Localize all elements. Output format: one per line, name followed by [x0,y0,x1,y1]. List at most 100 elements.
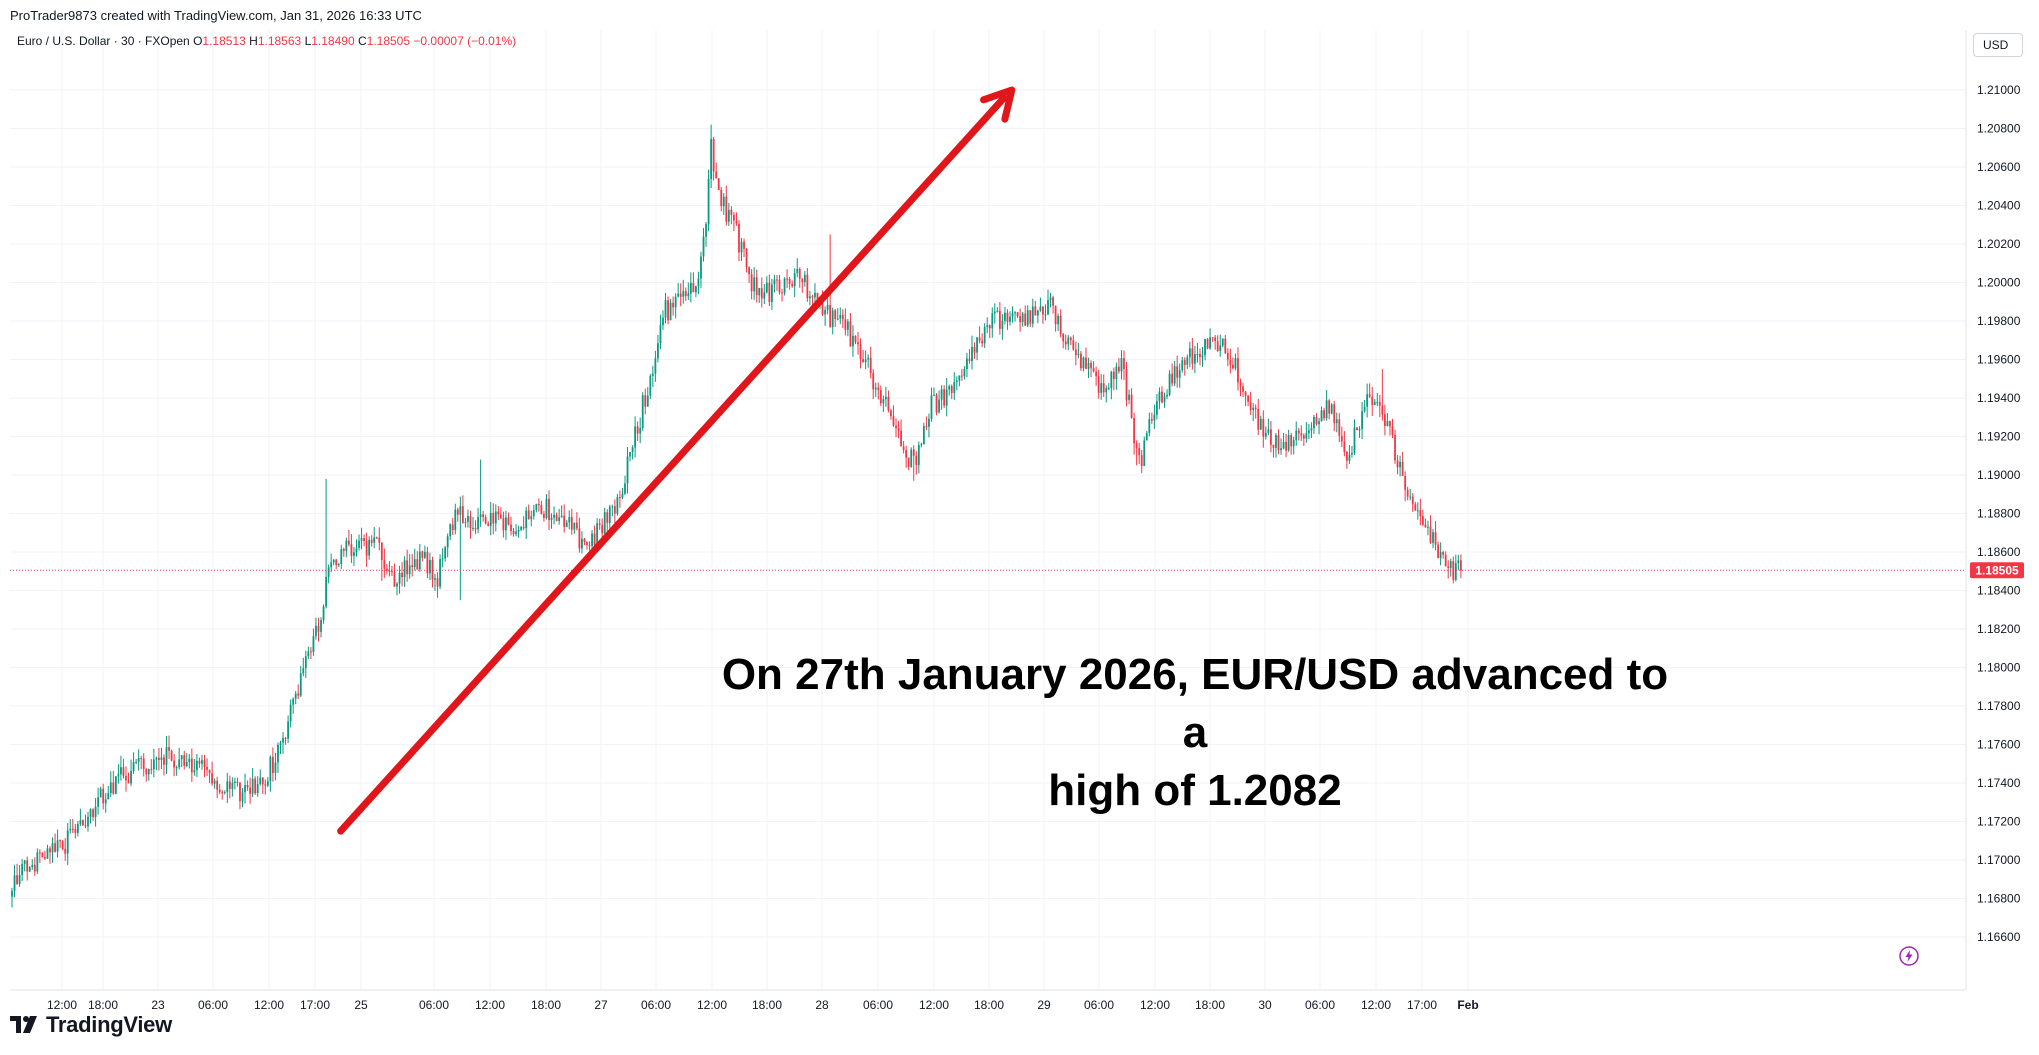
candle-body [1001,320,1004,329]
candle-body [183,755,186,766]
candle-body [1130,394,1133,418]
candle-body [517,529,520,532]
candle-body [97,797,100,807]
candle-body [1085,357,1087,369]
candle-body [1052,297,1054,306]
candle-body [1026,310,1029,326]
candle-body [1133,417,1136,444]
candle-body [890,410,892,417]
candle-body [474,527,477,530]
candle-body [1394,434,1396,461]
candle-body [712,139,715,172]
candle-body [193,770,196,773]
candle-body [624,483,626,494]
candle-body [543,513,545,519]
candle-body [342,549,345,551]
candle-body [717,178,720,191]
candle-body [619,497,621,499]
price-tick-label: 1.18400 [1977,584,2021,598]
time-tick-label: 18:00 [974,998,1004,1012]
candle-body [644,395,647,407]
candle-body [322,606,325,621]
candle-body [1107,388,1110,390]
candle-body [1356,427,1358,431]
candle-body [725,196,728,222]
candle-body [315,625,317,637]
candle-body [583,538,586,543]
candle-body [163,757,165,765]
candle-body [1424,524,1427,528]
symbol-legend[interactable]: Euro / U.S. Dollar · 30 · FXOpen O1.1851… [17,34,516,48]
candle-body [132,762,135,771]
price-tick-label: 1.20600 [1977,160,2021,174]
candle-body [1064,341,1067,345]
candle-body [778,279,781,293]
high-value: 1.18563 [257,34,302,48]
time-tick-label: 06:00 [863,998,893,1012]
candle-body [791,283,794,287]
candle-body [781,292,783,294]
candle-body [874,387,877,390]
candle-body [745,248,748,268]
candle-body [1259,418,1262,430]
candle-body [933,394,935,396]
candle-body [859,344,862,360]
candle-body [565,522,568,527]
candle-body [540,505,543,514]
lightning-icon[interactable] [1898,945,1920,967]
candle-body [489,512,492,526]
price-tick-label: 1.20000 [1977,276,2021,290]
price-axis: 1.21000 1.20800 1.20600 1.20400 1.20200 1.200… [1977,83,2021,944]
candle-body [1297,430,1300,434]
candle-body [411,565,414,567]
candle-body [814,292,816,298]
candle-body [487,523,490,526]
candle-body [1069,337,1072,341]
candle-body [550,517,553,521]
candle-body [1128,394,1130,400]
candle-body [492,512,495,524]
candle-body [527,510,530,520]
candle-body [484,517,487,524]
currency-button[interactable]: USD [1973,33,2023,57]
time-tick-label: 12:00 [254,998,284,1012]
candle-body [1232,364,1234,369]
candle-body [277,744,279,763]
candle-body [165,747,168,765]
candle-body [429,559,431,574]
candle-body [1062,333,1065,342]
candle-body [1457,560,1460,564]
candle-body [398,572,401,584]
candle-body [768,282,771,303]
last-price-label: 1.18505 [1975,563,2019,577]
time-tick-label: 29 [1037,998,1051,1012]
candle-body [928,418,930,427]
candle-body [596,523,599,546]
candle-body [695,286,697,293]
candle-body [203,760,206,768]
candle-body [1206,338,1209,349]
candle-body [537,503,540,506]
candle-body [413,559,416,567]
candle-body [1219,345,1222,351]
candle-body [1176,366,1179,378]
candle-body [1234,358,1237,369]
candle-body [578,528,581,549]
tradingview-logo[interactable]: TradingView [10,1012,172,1038]
candle-body [168,747,170,751]
candle-body [593,533,596,546]
candle-body [1211,337,1214,339]
candle-body [692,282,695,293]
candle-body [137,758,140,762]
candle-body [228,781,231,789]
candle-body [884,396,887,400]
candle-body [788,278,791,284]
annotation-arrow [337,86,1016,835]
candle-body [269,756,272,782]
candle-body [264,784,267,786]
candle-body [811,296,814,298]
candle-body [575,522,578,529]
candle-body [358,540,360,548]
candle-body [23,860,26,865]
